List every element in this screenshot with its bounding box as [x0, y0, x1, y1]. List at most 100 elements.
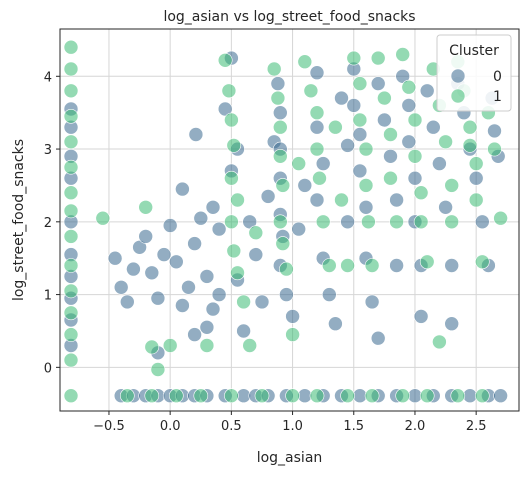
legend-title: Cluster	[449, 43, 499, 59]
point-cluster-1	[462, 138, 478, 153]
point-cluster-0	[236, 323, 251, 339]
point-cluster-1	[377, 90, 392, 106]
point-cluster-0	[334, 90, 349, 106]
legend-label-0: 0	[493, 69, 502, 85]
point-cluster-1	[63, 61, 79, 77]
point-cluster-1	[474, 254, 490, 270]
point-cluster-1	[270, 90, 286, 106]
point-cluster-0	[309, 192, 325, 208]
point-cluster-0	[413, 309, 429, 324]
point-cluster-0	[156, 247, 172, 262]
point-cluster-1	[468, 192, 484, 208]
point-cluster-1	[224, 170, 239, 186]
point-cluster-0	[270, 76, 286, 91]
point-cluster-0	[370, 330, 386, 346]
point-cluster-0	[474, 214, 490, 230]
point-cluster-1	[272, 149, 288, 164]
point-cluster-1	[224, 388, 239, 404]
point-cluster-0	[462, 388, 478, 404]
point-cluster-0	[487, 123, 502, 139]
point-cluster-1	[297, 54, 313, 70]
point-cluster-0	[181, 279, 196, 295]
point-cluster-1	[321, 258, 337, 273]
point-cluster-1	[242, 338, 257, 353]
point-cluster-1	[328, 119, 343, 135]
x-tick-label: −0.5	[93, 419, 125, 434]
point-cluster-0	[217, 101, 233, 117]
point-cluster-1	[407, 149, 423, 164]
point-cluster-1	[395, 388, 411, 404]
plot-frame	[59, 28, 520, 412]
point-cluster-0	[407, 388, 423, 404]
point-cluster-1	[224, 214, 239, 230]
y-tick-label: 1	[44, 289, 52, 304]
chart-title: log_asian vs log_street_food_snacks	[163, 9, 415, 25]
point-cluster-1	[217, 52, 233, 68]
point-cluster-1	[63, 258, 79, 273]
point-cluster-1	[340, 388, 355, 404]
x-axis-label: log_asian	[257, 450, 323, 466]
point-cluster-1	[370, 50, 386, 66]
point-cluster-0	[199, 269, 215, 284]
series-0	[63, 50, 508, 404]
point-cluster-1	[364, 258, 380, 273]
point-cluster-0	[309, 65, 325, 80]
point-cluster-1	[364, 388, 380, 404]
point-cluster-1	[221, 83, 237, 99]
point-cluster-1	[389, 214, 404, 230]
point-cluster-0	[254, 294, 270, 310]
point-cluster-1	[63, 185, 79, 200]
legend: Cluster 0 1	[436, 34, 512, 112]
x-tick-label: 2.5	[466, 419, 487, 434]
point-cluster-0	[321, 287, 337, 302]
point-cluster-1	[487, 141, 502, 157]
point-cluster-0	[205, 200, 221, 215]
point-cluster-1	[144, 388, 160, 404]
point-cluster-1	[444, 214, 460, 230]
point-cluster-0	[138, 229, 153, 244]
point-cluster-1	[309, 105, 325, 120]
point-cluster-0	[205, 301, 221, 317]
point-cluster-0	[260, 189, 276, 204]
y-tick-label: 3	[44, 143, 52, 158]
point-cluster-1	[315, 214, 331, 230]
point-cluster-1	[63, 283, 79, 299]
point-cluster-1	[248, 225, 264, 240]
point-cluster-1	[352, 112, 368, 128]
point-cluster-0	[291, 221, 307, 237]
x-tick-label: 1.0	[282, 419, 303, 434]
point-cluster-1	[309, 141, 325, 157]
point-cluster-0	[425, 119, 441, 135]
point-cluster-0	[377, 112, 392, 128]
point-cluster-0	[126, 261, 141, 277]
point-cluster-1	[401, 79, 417, 95]
point-cluster-1	[150, 362, 166, 377]
point-cluster-0	[248, 247, 264, 262]
point-cluster-0	[309, 119, 325, 135]
point-cluster-0	[352, 388, 368, 404]
point-cluster-0	[432, 156, 447, 171]
point-cluster-1	[383, 170, 398, 186]
point-cluster-1	[291, 156, 307, 171]
y-tick-label: 4	[44, 70, 52, 85]
point-cluster-0	[444, 316, 460, 332]
point-cluster-1	[63, 134, 79, 150]
point-cluster-1	[438, 134, 453, 150]
point-cluster-0	[438, 200, 453, 215]
point-cluster-1	[413, 214, 429, 230]
point-cluster-1	[266, 61, 282, 77]
point-cluster-1	[383, 127, 398, 142]
point-cluster-0	[364, 294, 380, 310]
point-cluster-1	[450, 388, 466, 404]
y-tick-label: 2	[44, 216, 52, 231]
point-cluster-1	[230, 265, 245, 281]
point-cluster-1	[224, 112, 239, 128]
point-cluster-1	[303, 83, 319, 99]
point-cluster-1	[138, 200, 153, 215]
point-cluster-1	[193, 388, 209, 404]
point-cluster-1	[413, 185, 429, 200]
point-cluster-1	[334, 192, 349, 208]
point-cluster-1	[309, 388, 325, 404]
point-cluster-1	[358, 141, 374, 157]
